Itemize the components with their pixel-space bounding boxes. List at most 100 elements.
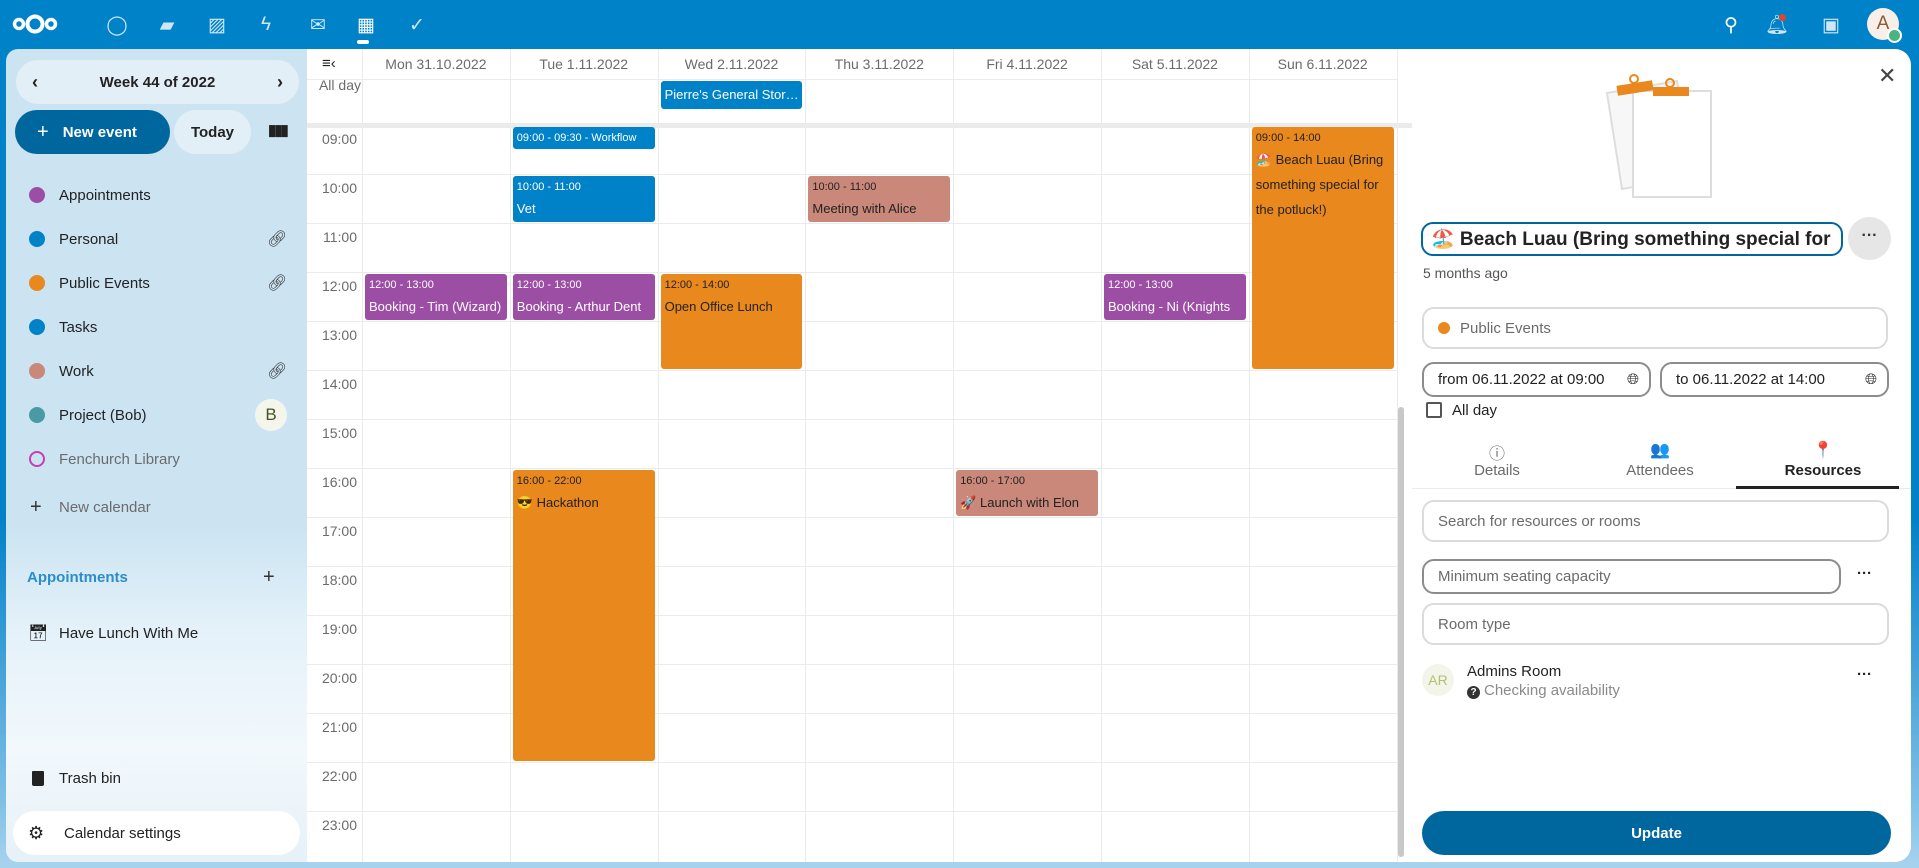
tab-resources[interactable]: 📍 Resources [1743,432,1903,488]
calendar-event[interactable]: 12:00 - 13:00 Booking - Tim (Wizard) [365,274,507,320]
calendar-color-dot[interactable] [29,407,45,423]
calendar-event[interactable]: 10:00 - 11:00 Meeting with Alice [808,176,951,222]
timezone-globe-icon[interactable]: 🌐︎ [1864,371,1877,388]
collapse-sidebar-icon[interactable]: ≡‹ [322,55,336,72]
search-icon[interactable]: ⚲ [1724,14,1738,36]
day-header[interactable]: Mon 31.10.2022 [385,56,487,72]
calendar-event[interactable]: 09:00 - 14:00 🏖️ Beach Luau (Bring someth… [1251,127,1394,369]
close-icon[interactable]: ✕ [1878,63,1897,88]
all-day-checkbox-label[interactable]: All day [1452,402,1498,419]
calendar-item[interactable]: Tasks [6,307,306,347]
calendar-icon[interactable]: ▦ [357,14,375,36]
view-switcher-icon[interactable]: ▮▮▮ [268,122,289,139]
share-link-icon[interactable]: 🔗︎ [267,231,288,248]
event-time: 09:00 - 14:00 [1255,132,1321,144]
mail-icon[interactable]: ✉ [310,14,326,36]
grid-scrollbar[interactable] [1398,407,1404,857]
new-calendar-button[interactable]: + New calendar [6,487,306,527]
event-time: 16:00 - 22:00 [516,475,582,487]
calendar-color-dot[interactable] [29,187,45,203]
all-day-checkbox[interactable] [1426,402,1442,418]
photos-icon[interactable]: ▨ [208,14,226,36]
calendar-color-dot[interactable] [29,451,45,467]
tab-attendees[interactable]: 👥 Attendees [1580,432,1740,488]
calendar-item[interactable]: Fenchurch Library [6,439,306,479]
calendar-event[interactable]: 12:00 - 14:00 Open Office Lunch [660,274,803,369]
calendar-color-dot[interactable] [29,363,45,379]
update-button[interactable]: Update [1422,811,1891,855]
day-header[interactable]: Sun 6.11.2022 [1277,56,1368,72]
calendar-color-dot[interactable] [29,319,45,335]
day-header[interactable]: Wed 2.11.2022 [684,56,779,72]
dashboard-icon[interactable]: ◯ [106,14,128,36]
gear-icon: ⚙ [28,822,45,843]
calendar-color-dot[interactable] [29,275,45,291]
calendar-event[interactable]: 16:00 - 22:00 😎 Hackathon [512,470,655,761]
event-title: Booking - Tim (Wizard) [369,299,502,314]
calendar-item[interactable]: Appointments [6,175,306,215]
hour-label: 12:00 [321,278,357,294]
active-app-indicator [357,40,369,44]
calendar-item[interactable]: Work 🔗︎ [6,351,306,391]
calendar-settings-button[interactable]: ⚙ Calendar settings [13,811,300,855]
calendar-item[interactable]: Project (Bob) B [6,395,306,435]
contacts-icon[interactable]: ▣ [1822,14,1840,36]
add-appointment-icon[interactable]: + [263,565,275,588]
hour-line [307,468,1397,469]
files-icon[interactable]: ▰ [159,14,175,36]
hour-label: 13:00 [321,327,357,343]
start-datetime-picker[interactable]: from 06.11.2022 at 09:00 🌐︎ [1422,362,1651,397]
trash-bin-button[interactable]: Trash bin [6,758,306,798]
day-column-divider [1397,49,1398,862]
timezone-globe-icon[interactable]: 🌐︎ [1626,371,1639,388]
notifications-bell-icon[interactable]: 🔔︎ [1764,14,1790,36]
day-header[interactable]: Thu 3.11.2022 [834,56,924,72]
all-day-event[interactable]: Pierre's General Stor… [660,81,803,109]
hour-line [307,370,1397,371]
calendar-item[interactable]: Public Events 🔗︎ [6,263,306,303]
share-link-icon[interactable]: 🔗︎ [267,363,288,380]
calendar-event[interactable]: 12:00 - 13:00 Booking - Arthur Dent [512,274,655,320]
next-week-button[interactable]: › [277,71,283,92]
event-title-input[interactable]: 🏖️ Beach Luau (Bring something special f… [1421,222,1843,256]
day-header[interactable]: Tue 1.11.2022 [539,56,629,72]
resource-actions-button[interactable]: ··· [1857,666,1872,683]
calendar-label: Appointments [59,186,151,204]
week-label[interactable]: Week 44 of 2022 [99,73,216,91]
hour-line [307,664,1397,665]
appointments-header-label: Appointments [27,568,128,586]
previous-week-button[interactable]: ‹ [32,71,38,92]
resource-status: ? Checking availability [1467,682,1620,699]
calendar-event[interactable]: 10:00 - 11:00 Vet [512,176,655,222]
share-link-icon[interactable]: 🔗︎ [267,275,288,292]
calendar-picker[interactable]: Public Events [1422,307,1888,349]
calendar-event[interactable]: 12:00 - 13:00 Booking - Ni (Knights [1104,274,1246,320]
tab-details[interactable]: ⓘ Details [1417,432,1577,488]
appointment-item[interactable]: 📅︎ Have Lunch With Me [6,613,306,653]
user-avatar[interactable]: A [1867,8,1902,43]
new-event-label: New event [62,123,137,141]
today-label: Today [190,123,235,141]
calendar-label: Fenchurch Library [59,450,180,468]
resource-search-input[interactable]: Search for resources or rooms [1422,500,1889,542]
more-actions-button[interactable]: ··· [1848,217,1891,260]
calendar-event[interactable]: 16:00 - 17:00 🚀 Launch with Elon [956,470,1098,516]
end-datetime-picker[interactable]: to 06.11.2022 at 14:00 🌐︎ [1660,362,1889,397]
event-title-value: 🏖️ Beach Luau (Bring something special f… [1431,229,1831,250]
activity-icon[interactable]: ϟ [260,14,272,35]
more-filters-button[interactable]: ··· [1857,565,1872,582]
nextcloud-logo[interactable] [12,12,58,36]
calendar-item[interactable]: Personal 🔗︎ [6,219,306,259]
calendar-event[interactable]: 09:00 - 09:30 - Workflow [512,127,655,149]
calendar-color-dot[interactable] [29,231,45,247]
tasks-icon[interactable]: ✓ [409,14,425,36]
hour-line [307,272,1397,273]
new-event-button[interactable]: + New event [15,110,170,154]
calendar-label: Personal [59,230,119,248]
seating-capacity-input[interactable]: Minimum seating capacity [1422,559,1841,594]
end-datetime-value: to 06.11.2022 at 14:00 [1676,371,1826,388]
day-header[interactable]: Sat 5.11.2022 [1131,56,1218,72]
room-type-select[interactable]: Room type [1422,603,1889,645]
today-button[interactable]: Today [174,110,251,154]
day-header[interactable]: Fri 4.11.2022 [986,56,1068,72]
